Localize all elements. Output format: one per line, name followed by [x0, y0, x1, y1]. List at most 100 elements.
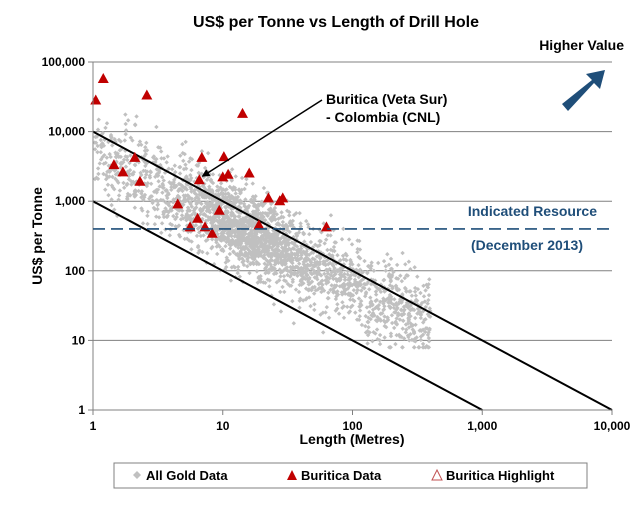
- gold-data-point: [160, 174, 165, 180]
- gold-data-point: [235, 251, 240, 257]
- gold-data-point: [323, 310, 328, 315]
- gold-data-point: [292, 255, 298, 260]
- gold-data-point: [394, 300, 399, 306]
- gold-data-point: [271, 239, 277, 245]
- gold-data-point: [267, 284, 272, 289]
- gold-data-point: [132, 205, 138, 210]
- legend-triangle-icon: [287, 470, 297, 480]
- gold-data-point: [304, 253, 309, 258]
- gold-data-point: [183, 139, 188, 145]
- gold-data-point: [426, 335, 432, 341]
- gold-data-point: [299, 282, 304, 287]
- gold-data-point: [423, 317, 428, 322]
- gold-data-point: [95, 176, 101, 182]
- gold-data-point: [260, 203, 265, 209]
- buritica-data-point: [237, 107, 249, 118]
- gold-data-point: [250, 218, 255, 223]
- gold-data-point: [353, 310, 358, 315]
- gold-data-point: [196, 243, 201, 249]
- gold-data-point: [324, 267, 329, 273]
- gold-data-point: [183, 185, 188, 190]
- gold-data-point: [141, 168, 146, 173]
- gold-data-point: [271, 208, 276, 213]
- gold-data-point: [389, 320, 395, 326]
- gold-data-point: [154, 188, 159, 194]
- gold-data-point: [388, 266, 394, 272]
- gold-data-point: [125, 181, 130, 187]
- gold-data-point: [200, 183, 206, 189]
- buritica-data-point: [129, 151, 141, 162]
- gold-data-point: [159, 221, 165, 226]
- gold-data-point: [269, 258, 275, 263]
- gold-data-point: [156, 179, 161, 184]
- gold-data-point: [359, 277, 365, 283]
- gold-data-point: [281, 278, 287, 283]
- gold-data-point: [203, 218, 209, 224]
- gold-data-point: [382, 323, 387, 329]
- gold-data-point: [215, 231, 220, 237]
- gold-data-point: [189, 239, 194, 244]
- gold-data-point: [136, 142, 141, 148]
- gold-data-point: [95, 166, 101, 171]
- gold-data-point: [130, 172, 136, 177]
- gold-data-point: [415, 274, 420, 279]
- gold-data-point: [303, 286, 309, 291]
- gold-data-point: [160, 190, 165, 195]
- gold-data-point: [169, 184, 174, 190]
- gold-data-point: [320, 278, 325, 283]
- gold-data-point: [335, 289, 340, 294]
- gold-data-point: [163, 200, 168, 205]
- gold-data-point: [297, 298, 302, 303]
- gold-data-point: [101, 171, 106, 177]
- buritica-data-point: [193, 174, 205, 185]
- gold-data-point: [223, 222, 228, 227]
- gold-data-point: [346, 292, 351, 297]
- buritica-data-point: [218, 151, 230, 162]
- gold-data-point: [116, 193, 122, 198]
- gold-data-point: [423, 288, 428, 293]
- gold-data-point: [96, 171, 101, 177]
- gold-data-point: [214, 244, 220, 249]
- buritica-data-point: [196, 151, 208, 162]
- gold-data-point: [243, 197, 248, 202]
- gold-data-point: [425, 301, 430, 306]
- gold-data-point: [98, 142, 104, 148]
- gold-data-point: [363, 330, 369, 335]
- gold-data-point: [189, 247, 194, 252]
- gold-data-point: [244, 219, 249, 224]
- gold-data-point: [290, 277, 295, 282]
- gold-data-point: [114, 152, 119, 157]
- gold-data-point: [414, 335, 419, 340]
- gold-data-point: [356, 262, 361, 268]
- gold-data-point: [272, 247, 278, 252]
- gold-data-point: [270, 265, 275, 270]
- gold-data-point: [333, 296, 339, 302]
- gold-data-point: [322, 241, 327, 246]
- gold-data-point: [421, 283, 426, 289]
- gold-data-point: [187, 195, 193, 201]
- gold-data-point: [394, 307, 399, 312]
- gold-data-point: [215, 184, 220, 189]
- gold-data-point: [202, 205, 207, 210]
- gold-data-point: [104, 121, 110, 126]
- gold-data-point: [376, 260, 381, 266]
- gold-data-point: [235, 194, 241, 200]
- gold-data-point: [108, 154, 113, 160]
- gold-data-point: [233, 242, 238, 247]
- gold-data-point: [287, 220, 292, 226]
- gold-data-point: [220, 194, 226, 200]
- gold-data-point: [383, 264, 389, 269]
- gold-data-point: [341, 282, 347, 288]
- gold-data-point: [384, 297, 389, 302]
- gold-data-point: [326, 290, 331, 295]
- callout-line-2: - Colombia (CNL): [326, 109, 440, 125]
- gold-data-point: [298, 277, 304, 283]
- gold-data-point: [229, 167, 235, 172]
- gold-data-point: [253, 194, 258, 199]
- gold-data-point: [382, 320, 388, 325]
- gold-data-point: [313, 242, 318, 247]
- gold-data-point: [137, 139, 143, 144]
- gold-data-point: [373, 292, 379, 297]
- gold-data-point: [259, 240, 264, 245]
- gold-data-point: [340, 253, 346, 258]
